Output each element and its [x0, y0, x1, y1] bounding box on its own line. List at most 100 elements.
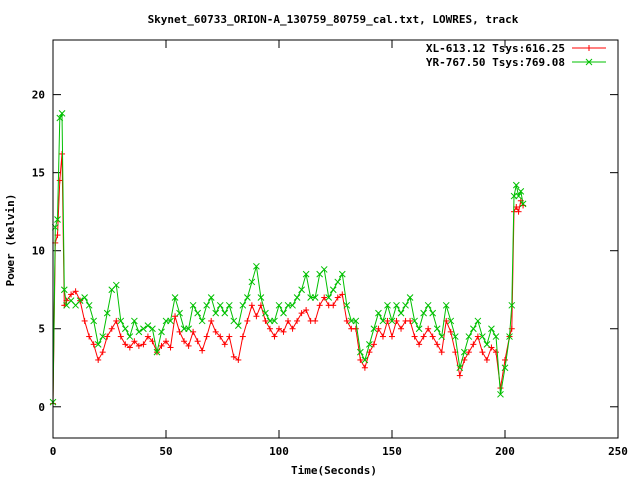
data-point — [144, 333, 151, 340]
data-point — [126, 333, 134, 340]
data-point — [104, 333, 111, 340]
data-point — [501, 364, 509, 372]
data-point — [140, 341, 147, 348]
data-point — [513, 204, 520, 211]
data-point — [112, 281, 120, 289]
data-point — [181, 338, 188, 345]
data-point — [460, 348, 468, 356]
data-point — [298, 310, 305, 317]
data-point — [239, 333, 246, 340]
data-point — [398, 325, 405, 332]
data-point — [483, 356, 490, 363]
data-point — [465, 333, 473, 340]
data-point — [334, 278, 342, 286]
data-point — [103, 309, 111, 317]
data-point — [488, 325, 495, 333]
data-point — [198, 317, 206, 325]
data-point — [248, 278, 256, 286]
data-point — [479, 333, 486, 340]
data-point — [294, 317, 301, 324]
x-tick-label: 50 — [159, 445, 172, 458]
data-point — [293, 294, 301, 301]
data-point — [321, 294, 328, 301]
data-point — [262, 309, 269, 317]
data-point — [357, 348, 364, 356]
data-point — [85, 301, 93, 309]
data-point — [343, 317, 350, 324]
data-point — [502, 356, 508, 363]
data-point — [194, 309, 201, 317]
y-tick-label: 15 — [32, 167, 45, 180]
data-point — [225, 301, 233, 309]
data-point — [99, 349, 106, 356]
x-tick-label: 0 — [50, 445, 57, 458]
data-point — [167, 344, 174, 351]
data-point — [226, 333, 233, 340]
data-point — [375, 309, 382, 317]
series-1 — [50, 150, 527, 407]
data-point — [135, 328, 143, 336]
data-point — [407, 317, 414, 324]
x-tick-label: 200 — [495, 445, 515, 458]
data-point — [140, 325, 147, 333]
data-point — [517, 188, 525, 195]
data-point — [456, 372, 463, 379]
data-point — [189, 301, 197, 309]
data-point — [289, 325, 296, 332]
series-2 — [49, 110, 527, 406]
data-point — [90, 341, 97, 348]
data-point — [122, 341, 129, 348]
data-point — [416, 341, 423, 348]
data-point — [131, 338, 138, 345]
data-point — [402, 301, 409, 309]
data-point — [90, 317, 98, 325]
data-point — [99, 333, 107, 340]
data-point — [58, 110, 66, 117]
data-point — [388, 317, 396, 325]
data-point — [447, 317, 455, 325]
data-point — [275, 301, 283, 309]
data-point — [451, 333, 459, 340]
y-axis-label: Power (kelvin) — [4, 194, 17, 287]
data-point — [370, 341, 377, 348]
data-point — [508, 301, 516, 309]
data-point — [163, 338, 169, 345]
data-point — [370, 325, 378, 333]
data-point — [76, 297, 84, 305]
data-point — [429, 309, 437, 317]
x-axis-label: Time(Seconds) — [291, 464, 377, 477]
data-point — [497, 390, 504, 398]
data-point — [271, 333, 278, 340]
data-point — [285, 317, 292, 324]
data-point — [329, 286, 337, 294]
data-point — [519, 200, 527, 208]
data-point — [68, 291, 75, 298]
data-point — [312, 317, 319, 324]
data-point — [244, 294, 251, 301]
data-point — [199, 347, 206, 354]
data-point — [515, 208, 522, 215]
data-point — [176, 309, 183, 317]
data-point — [447, 328, 454, 335]
data-point — [515, 192, 522, 200]
series-layer — [49, 110, 527, 407]
data-point — [56, 177, 63, 184]
data-point — [94, 340, 102, 348]
data-point — [438, 349, 445, 356]
data-point — [375, 325, 382, 332]
data-point — [126, 344, 133, 351]
data-point — [330, 302, 337, 309]
data-point — [235, 356, 242, 363]
data-point — [311, 294, 319, 301]
data-point — [108, 325, 115, 332]
data-point — [334, 294, 341, 301]
data-point — [406, 294, 414, 301]
data-point — [379, 317, 387, 325]
data-point — [60, 286, 68, 294]
data-point — [361, 364, 368, 371]
chart-title: Skynet_60733_ORION-A_130759_80759_cal.tx… — [148, 13, 519, 26]
data-point — [253, 313, 260, 320]
data-point — [456, 364, 464, 372]
data-point — [411, 317, 418, 325]
data-point — [289, 301, 296, 309]
